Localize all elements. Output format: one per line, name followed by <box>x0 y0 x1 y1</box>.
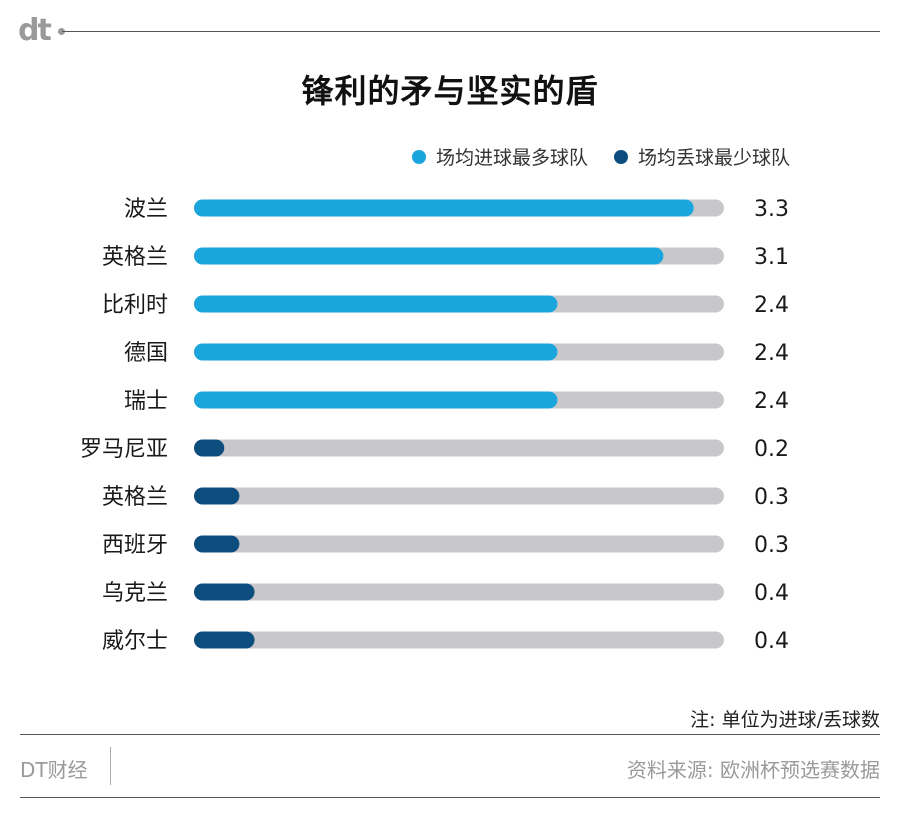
legend-dot-defense <box>613 149 628 164</box>
value-label: 2.4 <box>754 341 789 366</box>
value-label: 0.4 <box>754 629 789 654</box>
bar-goals-conceded <box>194 631 255 649</box>
bar-track <box>194 439 724 457</box>
category-label: 波兰 <box>124 197 168 222</box>
category-label: 比利时 <box>102 293 168 318</box>
bar-track <box>194 487 724 505</box>
dt-logo: dt <box>18 13 52 48</box>
bar-chart: 波兰 3.3 英格兰 3.1 比利时 2.4 德国 2.4 瑞士 2.4 罗马尼亚 0.2 英格兰 0.3… <box>80 197 789 654</box>
value-label: 0.3 <box>754 533 789 558</box>
legend-label-defense: 场均丢球最少球队 <box>637 147 790 169</box>
category-label: 西班牙 <box>102 533 168 558</box>
footer-top-rule <box>20 734 880 735</box>
chart-legend: 场均进球最多球队 场均丢球最少球队 <box>386 143 790 170</box>
category-label: 英格兰 <box>102 245 168 270</box>
bar-track <box>194 535 724 553</box>
value-label: 3.1 <box>754 245 789 270</box>
bar-goals-scored <box>194 199 694 217</box>
footer-bottom-rule <box>20 797 880 798</box>
category-label: 瑞士 <box>124 389 168 414</box>
bar-goals-scored <box>194 343 558 361</box>
value-label: 0.2 <box>754 437 789 462</box>
category-label: 罗马尼亚 <box>80 437 168 462</box>
value-label: 2.4 <box>754 389 789 414</box>
bar-goals-conceded <box>194 535 240 553</box>
value-label: 0.3 <box>754 485 789 510</box>
chart-title: 锋利的矛与坚实的盾 <box>301 72 599 110</box>
legend-item-offense: 场均进球最多球队 <box>411 143 588 170</box>
value-label: 2.4 <box>754 293 789 318</box>
bar-goals-scored <box>194 391 558 409</box>
legend-item-defense: 场均丢球最少球队 <box>613 143 790 170</box>
bar-track <box>194 631 724 649</box>
footer-divider <box>110 747 111 785</box>
bar-track <box>194 583 724 601</box>
bar-goals-conceded <box>194 583 255 601</box>
category-label: 乌克兰 <box>102 581 168 606</box>
value-label: 0.4 <box>754 581 789 606</box>
footer-source: 资料来源: 欧洲杯预选赛数据 <box>626 758 880 782</box>
category-label: 英格兰 <box>102 485 168 510</box>
bar-goals-conceded <box>194 487 240 505</box>
header-rule <box>62 31 880 32</box>
header-rule-dot <box>58 28 65 35</box>
category-label: 威尔士 <box>102 629 168 654</box>
unit-note: 注: 单位为进球/丢球数 <box>690 709 880 731</box>
legend-label-offense: 场均进球最多球队 <box>435 147 588 169</box>
bar-goals-scored <box>194 247 664 265</box>
footer-brand: DT财经 <box>20 758 88 782</box>
bar-goals-conceded <box>194 439 225 457</box>
category-label: 德国 <box>124 341 168 366</box>
value-label: 3.3 <box>754 197 789 222</box>
legend-dot-offense <box>411 149 426 164</box>
bar-goals-scored <box>194 295 558 313</box>
